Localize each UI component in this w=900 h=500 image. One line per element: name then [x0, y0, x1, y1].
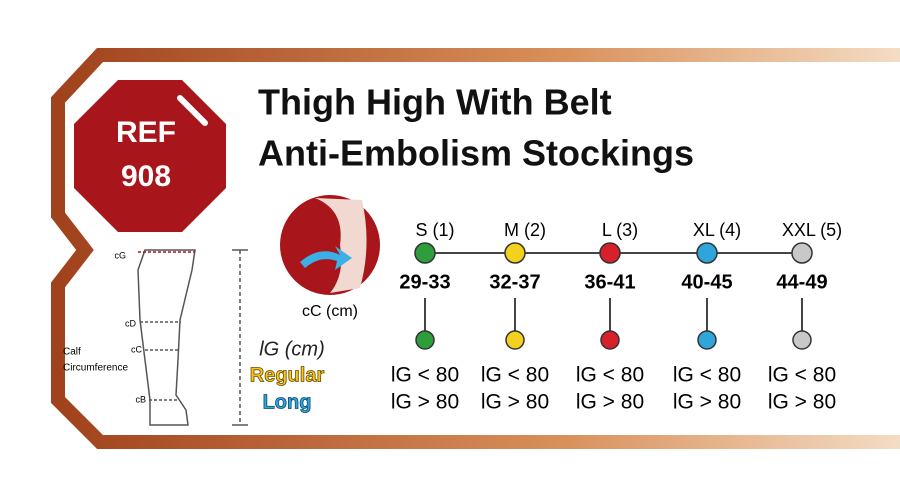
long-length: lG > 80	[576, 391, 644, 414]
size-name: XL (4)	[693, 220, 741, 240]
length-label: lG (cm)	[259, 338, 325, 360]
title: Anti-Embolism Stockings	[258, 133, 694, 174]
leg-label: cD	[125, 318, 137, 328]
long-length: lG > 80	[673, 391, 741, 414]
regular-length: lG < 80	[481, 364, 549, 387]
regular-length: lG < 80	[391, 364, 459, 387]
leg-label: cG	[114, 250, 126, 260]
size-dot	[792, 330, 812, 350]
regular-length: lG < 80	[673, 364, 741, 387]
size-range: 29-33	[399, 271, 450, 293]
long-label: Long	[263, 391, 312, 413]
size-name: M (2)	[504, 220, 546, 240]
badge-mark	[177, 95, 208, 126]
calf-label: Calf	[63, 347, 81, 358]
leg-label: cC	[131, 344, 143, 354]
size-dot	[505, 330, 525, 350]
calf-icon-leg	[315, 198, 367, 293]
regular-length: lG < 80	[576, 364, 644, 387]
frame	[51, 48, 900, 449]
size-dot	[600, 330, 620, 350]
long-length: lG > 80	[391, 391, 459, 414]
size-dot	[599, 242, 621, 264]
badge-number: 908	[121, 160, 171, 193]
size-name: XXL (5)	[782, 220, 842, 240]
size-dot	[414, 242, 436, 264]
calf-icon-arrow	[300, 246, 352, 270]
size-name: S (1)	[415, 220, 454, 240]
size-range: 44-49	[776, 271, 827, 293]
badge	[74, 80, 226, 232]
size-dot	[696, 242, 718, 264]
circumference-label: cC (cm)	[302, 303, 358, 320]
size-range: 40-45	[681, 271, 732, 293]
size-name: L (3)	[602, 220, 638, 240]
title: Thigh High With Belt	[258, 82, 612, 123]
size-columns: S (1) 29-33 lG < 80 lG > 80 M (2) 32-37 lG < 8…	[391, 220, 842, 414]
size-range: 32-37	[489, 271, 540, 293]
size-dot	[697, 330, 717, 350]
size-dot	[791, 242, 813, 264]
calf-label: Circumference	[63, 363, 128, 374]
leg-label: cB	[135, 394, 146, 404]
regular-length: lG < 80	[768, 364, 836, 387]
long-length: lG > 80	[481, 391, 549, 414]
leg-figure	[137, 249, 248, 426]
regular-label: Regular	[250, 364, 325, 386]
badge-ref: REF	[116, 116, 176, 149]
size-dot	[504, 242, 526, 264]
long-length: lG > 80	[768, 391, 836, 414]
size-dot	[415, 330, 435, 350]
size-range: 36-41	[584, 271, 635, 293]
